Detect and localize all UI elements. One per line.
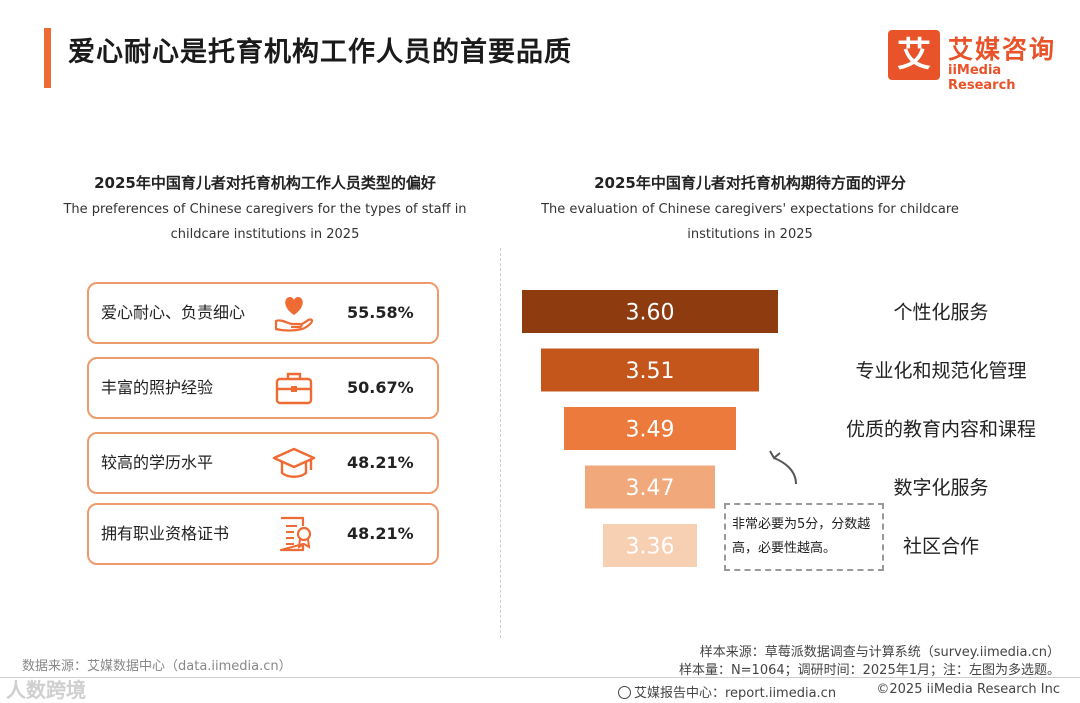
globe-icon [618,686,631,699]
footer-divider [0,677,1080,678]
preference-label: 拥有职业资格证书 [101,524,230,543]
preference-value: 50.67% [347,378,414,397]
brand-logo: 艾 艾媒咨询 iiMedia Research [888,30,1063,93]
left-subtitle-line1: The preferences of Chinese caregivers fo… [63,202,467,217]
preference-card: 丰富的照护经验 50.67% [87,357,439,419]
funnel-category-label: 社区合作 [903,536,979,558]
preference-card: 拥有职业资格证书 48.21% [87,503,439,565]
preference-label: 丰富的照护经验 [101,378,214,397]
preference-card: 爱心耐心、负责细心 55.58% [87,282,439,344]
report-center-text: 艾媒报告中心：report.iimedia.cn [634,686,837,701]
left-chart-subtitle: The preferences of Chinese caregivers fo… [40,197,490,247]
funnel-value-label: 3.36 [626,535,675,560]
briefcase-icon [275,372,313,405]
score-note: 非常必要为5分，分数越高，必要性越高。 [724,503,884,571]
report-center: 艾媒报告中心：report.iimedia.cn [618,682,836,701]
right-chart-title: 2025年中国育儿者对托育机构期待方面的评分 [594,174,906,192]
right-subtitle-line1: The evaluation of Chinese caregivers' ex… [541,202,959,217]
funnel-category-label: 数字化服务 [893,477,988,499]
copyright: ©2025 iiMedia Research Inc [876,682,1060,697]
funnel-category-label: 个性化服务 [893,302,988,324]
funnel-value-label: 3.51 [626,359,675,384]
funnel-bar [541,348,759,392]
preference-label: 爱心耐心、负责细心 [101,303,246,322]
watermark-text: 人数跨境 [6,678,86,702]
logo-cn-text: 艾媒咨询 [948,35,1057,64]
funnel-bar [603,524,697,567]
data-source: 数据来源：艾媒数据中心（data.iimedia.cn） [22,659,292,674]
graduation-cap-icon [272,447,316,478]
logo-mark: 艾 [888,30,940,80]
right-chart-subtitle: The evaluation of Chinese caregivers' ex… [520,197,980,247]
funnel-value-label: 3.47 [626,476,675,501]
funnel-bar [585,465,715,509]
preference-value: 48.21% [347,524,414,543]
section-divider [500,248,501,638]
sample-info: 样本量：N=1064；调研时间：2025年1月；注：左图为多选题。 [678,663,1060,678]
title-accent-bar [44,28,51,88]
logo-en-text: iiMedia Research [948,63,1016,93]
sample-source: 样本来源：草莓派数据调查与计算系统（survey.iimedia.cn） [699,645,1060,660]
preference-value: 55.58% [347,303,414,322]
funnel-bar [564,407,736,450]
funnel-bar [522,290,778,333]
preference-value: 48.21% [347,453,414,472]
left-subtitle-line2: childcare institutions in 2025 [170,227,360,242]
funnel-value-label: 3.60 [626,301,675,326]
funnel-category-label: 优质的教育内容和课程 [846,419,1036,441]
certificate-icon [279,516,312,552]
preference-card: 较高的学历水平 48.21% [87,432,439,494]
heart-hand-icon [274,297,314,332]
left-chart-title: 2025年中国育儿者对托育机构工作人员类型的偏好 [94,174,436,192]
page-title: 爱心耐心是托育机构工作人员的首要品质 [68,37,572,68]
funnel-category-label: 专业化和规范化管理 [855,360,1026,382]
right-subtitle-line2: institutions in 2025 [687,227,813,242]
funnel-value-label: 3.49 [626,418,675,443]
preference-label: 较高的学历水平 [101,453,214,472]
pointer-arrow-icon [769,450,797,485]
